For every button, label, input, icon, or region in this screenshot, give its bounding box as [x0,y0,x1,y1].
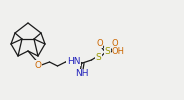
Text: S: S [96,52,101,62]
Text: HN: HN [67,56,80,66]
Text: S: S [105,48,110,56]
Text: O: O [96,38,103,48]
Text: OH: OH [112,46,125,56]
Text: O: O [111,38,118,48]
Text: NH: NH [75,70,88,78]
Text: O: O [35,60,42,70]
